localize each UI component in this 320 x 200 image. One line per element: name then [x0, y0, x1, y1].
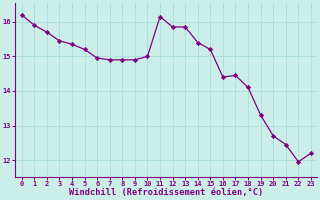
X-axis label: Windchill (Refroidissement éolien,°C): Windchill (Refroidissement éolien,°C) [69, 188, 263, 197]
